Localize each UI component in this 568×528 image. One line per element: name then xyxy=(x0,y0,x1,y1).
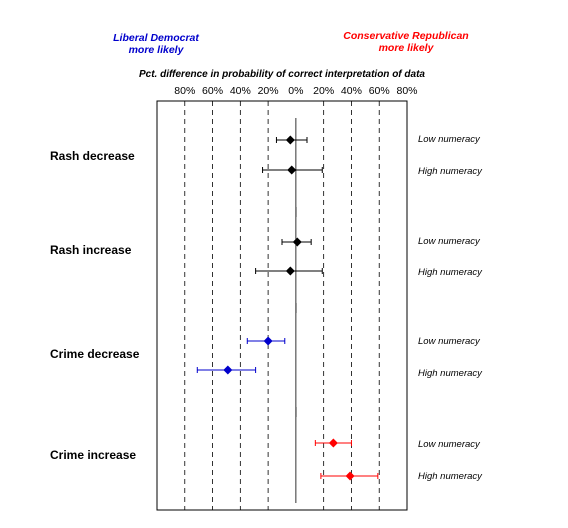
left-annotation-line-2: more likely xyxy=(129,44,185,56)
numeracy-label: Low numeracy xyxy=(418,134,481,145)
point-marker xyxy=(263,336,273,346)
right-annotation-line-2: more likely xyxy=(379,42,435,54)
tick-label: 60% xyxy=(202,85,223,97)
numeracy-label: Low numeracy xyxy=(418,336,481,347)
group-label: Rash decrease xyxy=(50,149,135,163)
point-marker xyxy=(285,135,295,145)
point-marker xyxy=(223,365,233,375)
group-3: Crime increase Low numeracy High numeracy xyxy=(50,438,483,482)
numeracy-label: High numeracy xyxy=(418,368,483,379)
group-2: Crime decrease Low numeracy High numeracy xyxy=(50,336,483,379)
chart-title: Pct. difference in probability of correc… xyxy=(139,69,425,80)
group-0: Rash decrease Low numeracy High numeracy xyxy=(50,134,483,177)
tick-label: 80% xyxy=(174,85,195,97)
point-marker xyxy=(287,165,297,175)
point-marker xyxy=(328,438,338,448)
plot-frame xyxy=(156,100,408,511)
point-marker xyxy=(345,471,355,481)
right-annotation-line-1: Conservative Republican xyxy=(343,30,468,42)
numeracy-label: Low numeracy xyxy=(418,236,481,247)
group-label: Crime increase xyxy=(50,448,136,462)
tick-label: 40% xyxy=(230,85,251,97)
tick-label: 0% xyxy=(288,85,303,97)
tick-label: 80% xyxy=(396,85,417,97)
group-label: Crime decrease xyxy=(50,347,140,361)
point-marker xyxy=(285,266,295,276)
tick-label: 60% xyxy=(369,85,390,97)
point-marker xyxy=(292,237,302,247)
tick-label: 20% xyxy=(258,85,279,97)
tick-label: 40% xyxy=(341,85,362,97)
left-annotation-line-1: Liberal Democrat xyxy=(113,32,199,44)
numeracy-label: Low numeracy xyxy=(418,439,481,450)
group-1: Rash increase Low numeracy High numeracy xyxy=(50,236,483,278)
numeracy-label: High numeracy xyxy=(418,166,483,177)
tick-labels: 80% 60% 40% 20% 0% 20% 40% 60% 80% xyxy=(174,85,417,97)
numeracy-label: High numeracy xyxy=(418,471,483,482)
tick-label: 20% xyxy=(313,85,334,97)
numeracy-label: High numeracy xyxy=(418,267,483,278)
group-label: Rash increase xyxy=(50,243,132,257)
